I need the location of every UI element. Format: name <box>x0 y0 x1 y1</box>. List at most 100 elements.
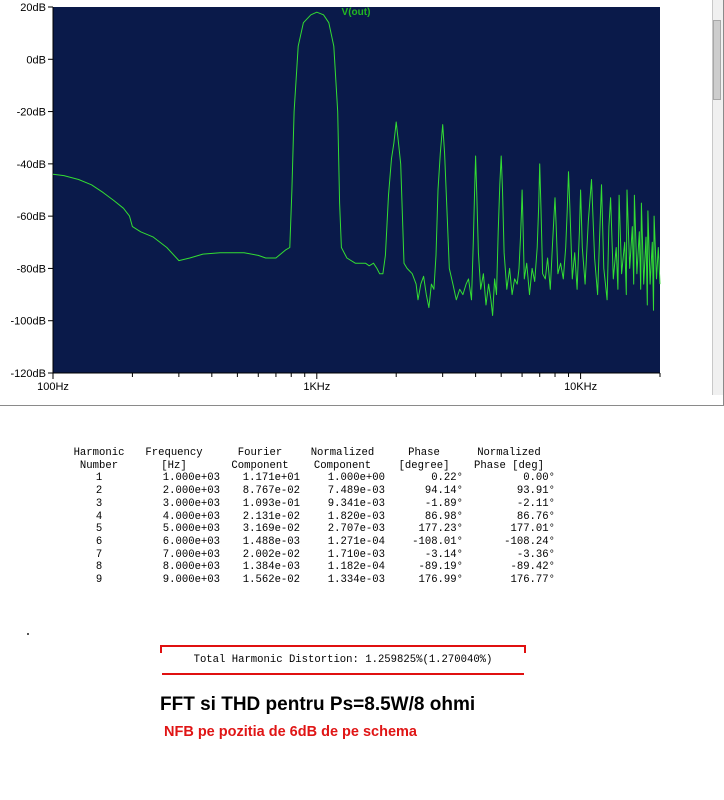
y-tick-label: -40dB <box>17 159 46 171</box>
header-cell: Normalized <box>310 447 375 459</box>
bracket-right <box>524 645 526 653</box>
table-cell: 7.489e-03 <box>327 485 385 498</box>
header-cell: [degree] <box>398 459 450 472</box>
table-cell: 4 <box>95 510 103 523</box>
table-cell: 3.169e-02 <box>242 523 300 536</box>
x-tick-label: 1KHz <box>303 381 330 393</box>
y-tick-label: 0dB <box>26 54 46 66</box>
header-cell: Normalized <box>477 447 541 459</box>
table-cell: 3.000e+03 <box>162 497 220 510</box>
table-cell: -1.89° <box>424 497 463 510</box>
table-cell: 5.000e+03 <box>162 523 220 536</box>
table-cell: 0.00° <box>523 472 555 485</box>
fourier-table: Harmonic Frequency Fourier Normalized Ph… <box>70 447 555 587</box>
header-cell: Number <box>79 459 119 472</box>
table-cell: 177.23° <box>418 523 463 536</box>
vertical-scrollbar[interactable] <box>712 0 723 395</box>
header-cell: Phase [deg] <box>474 459 544 472</box>
y-tick-label: -120dB <box>11 368 46 380</box>
table-cell: 4.000e+03 <box>162 510 220 523</box>
table-cell: 1.000e+03 <box>162 472 220 485</box>
table-cell: -108.01° <box>412 535 463 548</box>
x-tick-label: 10KHz <box>564 381 597 393</box>
table-row: 5 5.000e+03 3.169e-02 2.707e-03 177.23° 177.0… <box>70 523 555 536</box>
header-cell: Frequency <box>145 447 203 459</box>
header-cell: Phase <box>408 447 440 459</box>
y-tick-label: -100dB <box>11 316 46 328</box>
table-cell: 5 <box>95 523 103 536</box>
table-cell: 8.767e-02 <box>242 485 300 498</box>
table-cell: 2 <box>95 485 103 498</box>
table-cell: 1.488e-03 <box>242 535 300 548</box>
table-cell: -89.19° <box>418 561 463 574</box>
thd-label: Total Harmonic Distortion: 1.259825%(1.2… <box>193 654 493 666</box>
chart-title: V(out) <box>342 7 371 18</box>
table-cell: 2.131e-02 <box>242 510 300 523</box>
table-cell: 0.22° <box>431 472 463 485</box>
y-tick-label: -60dB <box>17 211 46 223</box>
table-cell: 86.76° <box>516 510 555 523</box>
table-cell: -2.11° <box>516 497 555 510</box>
table-cell: 9.000e+03 <box>162 574 220 587</box>
table-row: 9 9.000e+03 1.562e-02 1.334e-03 176.99° 176.7… <box>70 574 555 587</box>
waveform-viewer-window: 20dB 0dB -20dB -40dB -60dB -80dB -100dB -120dB 1… <box>0 0 724 406</box>
table-cell: -108.24° <box>504 535 555 548</box>
table-cell: 1.820e-03 <box>327 510 385 523</box>
table-cell: 1 <box>95 472 103 485</box>
v-out-trace <box>52 11 661 316</box>
bracket-left <box>160 645 162 653</box>
header-cell: Component <box>231 459 289 472</box>
table-row: 1 1.000e+03 1.171e+01 1.000e+00 0.22° 0.00° <box>70 472 555 485</box>
y-tick-label: -20dB <box>17 107 46 119</box>
table-cell: 9 <box>95 574 103 587</box>
y-tick-label: 20dB <box>20 2 46 14</box>
table-cell: 1.171e+01 <box>242 472 300 485</box>
table-cell: 6.000e+03 <box>162 535 220 548</box>
table-cell: 7 <box>95 548 103 561</box>
table-cell: 9.341e-03 <box>327 497 385 510</box>
table-cell: 1.334e-03 <box>327 574 385 587</box>
table-row: 8 8.000e+03 1.384e-03 1.182e-04 -89.19° -89.4… <box>70 561 555 574</box>
table-cell: -3.36° <box>516 548 555 561</box>
table-cell: 1.271e-04 <box>327 535 385 548</box>
table-row: 2 2.000e+03 8.767e-02 7.489e-03 94.14° 93.91° <box>70 485 555 498</box>
table-cell: 1.182e-04 <box>327 561 385 574</box>
table-cell: 1.093e-01 <box>242 497 300 510</box>
thd-result: Total Harmonic Distortion: 1.259825%(1.2… <box>160 645 526 675</box>
table-cell: 93.91° <box>516 485 555 498</box>
table-cell: 1.000e+00 <box>327 472 385 485</box>
table-cell: 3 <box>95 497 103 510</box>
table-header-row-2: Number [Hz] Component Component [degree]… <box>70 460 555 473</box>
table-row: 7 7.000e+03 2.002e-02 1.710e-03 -3.14° -3.36° <box>70 549 555 562</box>
table-cell: 176.99° <box>418 574 463 587</box>
table-cell: 2.000e+03 <box>162 485 220 498</box>
plot-area-background <box>53 7 660 373</box>
table-row: 6 6.000e+03 1.488e-03 1.271e-04 -108.01° -108… <box>70 536 555 549</box>
table-row: 3 3.000e+03 1.093e-01 9.341e-03 -1.89° -2.11° <box>70 498 555 511</box>
caption-subtitle: NFB pe pozitia de 6dB de pe schema <box>164 724 417 740</box>
stray-dot <box>27 633 29 635</box>
table-header-row-1: Harmonic Frequency Fourier Normalized Ph… <box>70 447 555 460</box>
header-cell: Fourier <box>237 447 283 459</box>
scrollbar-thumb[interactable] <box>713 20 721 100</box>
table-cell: 94.14° <box>424 485 463 498</box>
table-cell: 1.710e-03 <box>327 548 385 561</box>
caption-title: FFT si THD pentru Ps=8.5W/8 ohmi <box>160 694 476 715</box>
table-cell: 6 <box>95 535 103 548</box>
table-cell: 8 <box>95 561 103 574</box>
table-cell: 7.000e+03 <box>162 548 220 561</box>
table-cell: 86.98° <box>424 510 463 523</box>
table-cell: 2.002e-02 <box>242 548 300 561</box>
header-cell: Component <box>313 459 372 472</box>
table-cell: -89.42° <box>510 561 555 574</box>
table-cell: 1.562e-02 <box>242 574 300 587</box>
fft-plot[interactable]: 20dB0dB-20dB-40dB-60dB-80dB-100dB-120dB1… <box>0 0 712 404</box>
table-row: 4 4.000e+03 2.131e-02 1.820e-03 86.98° 86.76° <box>70 511 555 524</box>
y-tick-label: -80dB <box>17 263 46 275</box>
table-cell: 176.77° <box>510 574 555 587</box>
table-cell: 1.384e-03 <box>242 561 300 574</box>
table-cell: 8.000e+03 <box>162 561 220 574</box>
x-tick-label: 100Hz <box>37 381 69 393</box>
header-cell: Harmonic <box>73 447 125 459</box>
table-cell: 2.707e-03 <box>327 523 385 536</box>
